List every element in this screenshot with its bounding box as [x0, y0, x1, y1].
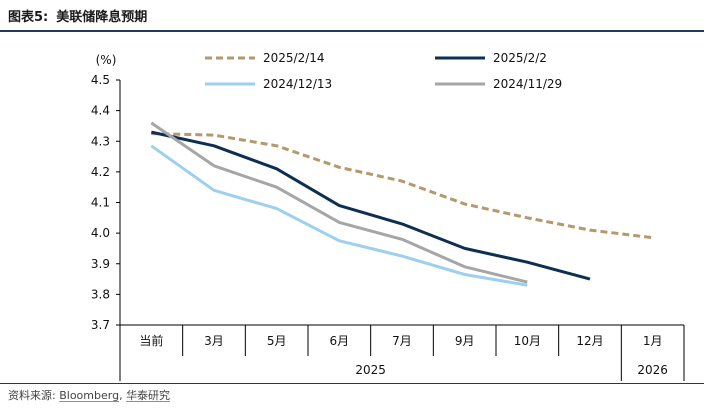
source-note: 资料来源: Bloomberg, 华泰研究 — [8, 387, 170, 403]
series-line-2 — [150, 130, 591, 281]
legend-label-1: 2025/2/14 — [263, 51, 325, 65]
legend-label-3: 2024/12/13 — [263, 77, 332, 91]
x-tick-label: 9月 — [455, 334, 475, 348]
year-group-label: 2026 — [637, 363, 668, 377]
figure-label: 图表5: — [8, 10, 49, 25]
year-group-label: 2025 — [355, 363, 386, 377]
figure-title: 图表5: 美联储降息预期 — [8, 6, 147, 25]
series-line-1 — [151, 132, 653, 240]
y-tick-label: 4.4 — [91, 104, 110, 118]
y-tick-label: 3.8 — [91, 287, 110, 301]
x-tick-label: 7月 — [392, 334, 412, 348]
y-tick-label: 4.0 — [91, 226, 110, 240]
series-line-4 — [150, 121, 528, 284]
y-tick-label: 4.5 — [91, 73, 110, 87]
x-tick-label: 当前 — [139, 333, 163, 348]
source-divider — [0, 383, 704, 384]
legend-label-4: 2024/11/29 — [493, 77, 562, 91]
x-tick-label: 5月 — [267, 334, 287, 348]
line-chart: 3.7 3.8 3.9 4.0 4.1 4.2 4.3 4.4 4.5 (%) 当前 3月 5月 6月 7月… — [91, 51, 685, 381]
chart-container: 3.7 3.8 3.9 4.0 4.1 4.2 4.3 4.4 4.5 (%) 当前 3月 5月 6月 7月… — [0, 36, 704, 381]
y-tick-label: 4.1 — [91, 196, 110, 210]
y-tick-label: 3.7 — [91, 318, 110, 332]
legend-label-2: 2025/2/2 — [493, 51, 547, 65]
y-tick-label: 3.9 — [91, 257, 110, 271]
source-huatai: 华泰研究 — [126, 389, 171, 402]
y-tick-label: 4.3 — [91, 134, 110, 148]
title-divider — [0, 30, 704, 32]
source-prefix: 资料来源: — [8, 389, 56, 402]
source-separator: , — [119, 389, 123, 402]
x-tick-label: 12月 — [576, 334, 603, 348]
y-unit-label: (%) — [96, 53, 117, 67]
source-bloomberg: Bloomberg — [59, 389, 120, 402]
x-tick-label: 6月 — [330, 334, 350, 348]
y-tick-label: 4.2 — [91, 165, 110, 179]
x-tick-label: 3月 — [204, 334, 224, 348]
series-line-3 — [150, 144, 528, 287]
figure-title-text: 美联储降息预期 — [56, 10, 148, 25]
x-tick-label: 1月 — [643, 334, 663, 348]
x-tick-label: 10月 — [514, 334, 541, 348]
